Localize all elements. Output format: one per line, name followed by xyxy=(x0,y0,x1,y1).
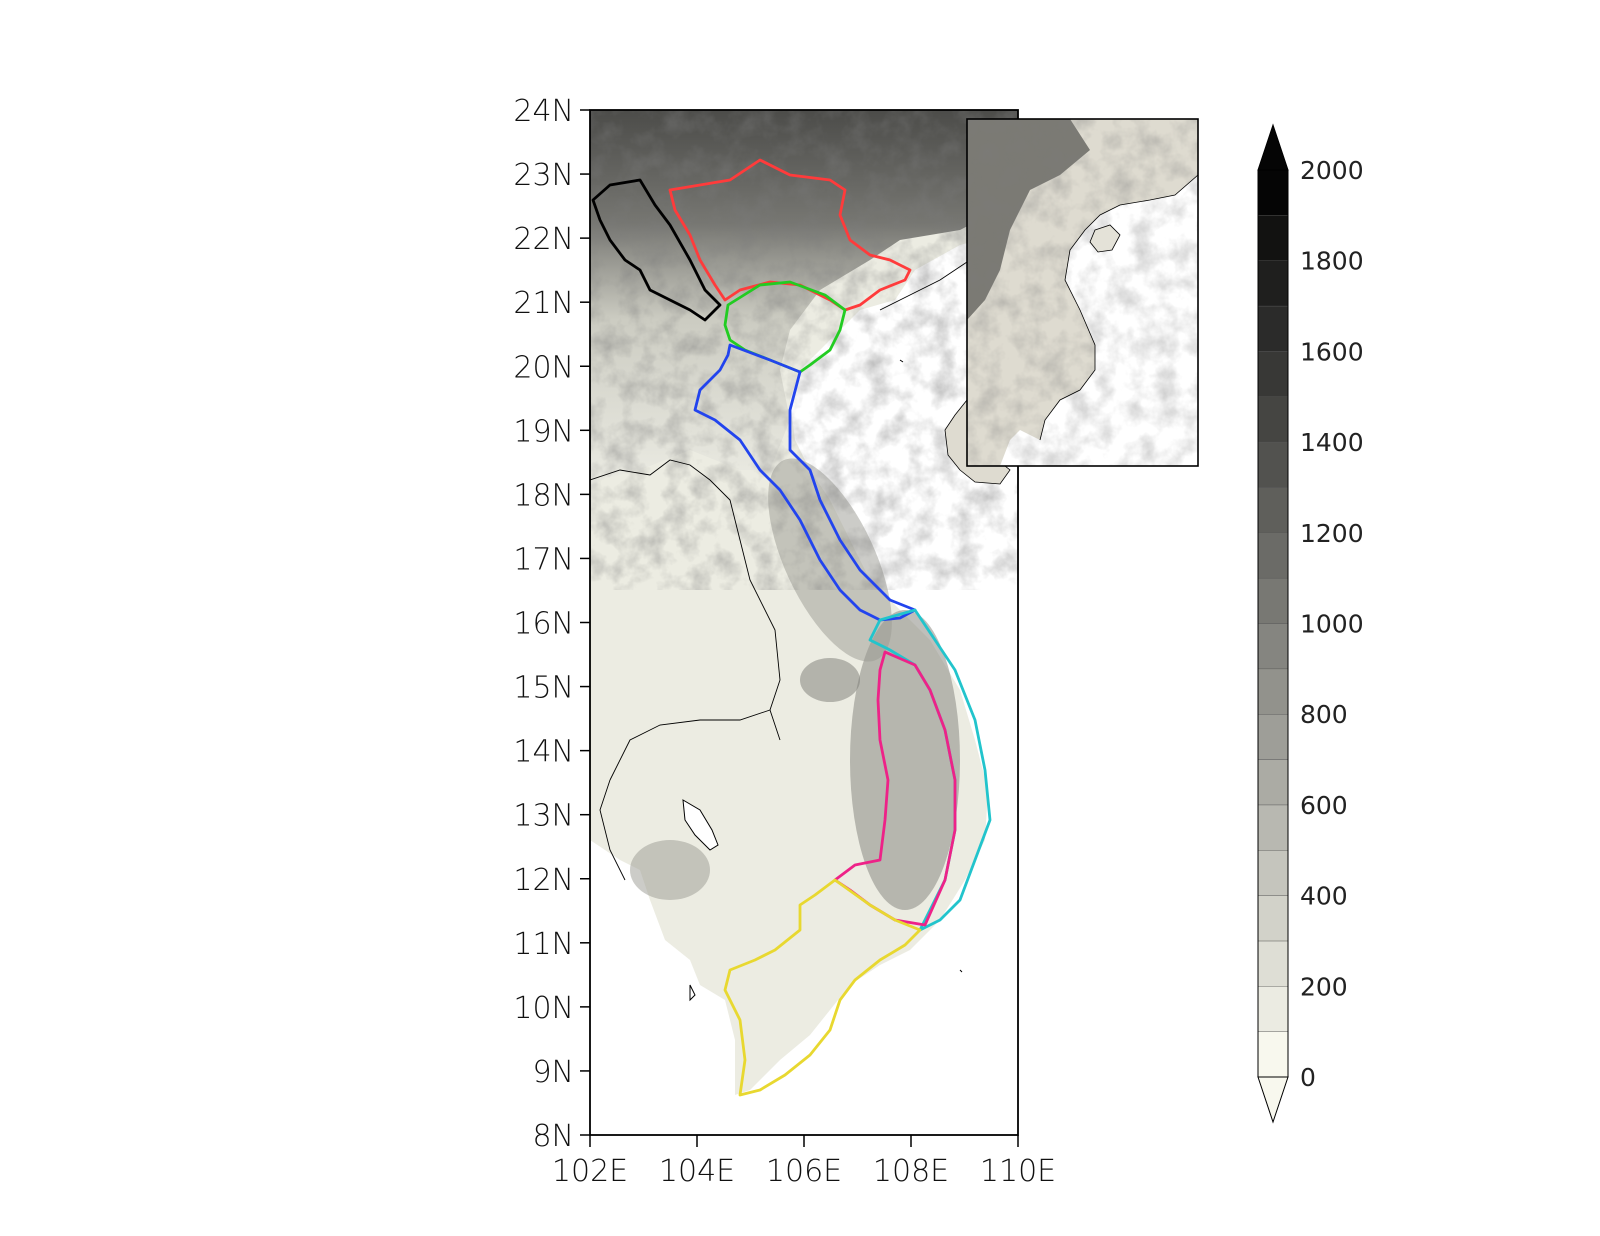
tonle-sap-lake xyxy=(682,799,719,851)
longitude-axis: 102E 104E 106E 108E 110E xyxy=(552,1135,1056,1189)
bolaven-plateau xyxy=(800,658,860,702)
colorbar-max-arrow xyxy=(1257,123,1289,171)
colorbar-frame xyxy=(1257,169,1289,1078)
main-map xyxy=(590,110,1018,1135)
inset-map xyxy=(944,118,1199,485)
region-northeast xyxy=(668,158,912,312)
colorbar-segment xyxy=(1257,623,1289,670)
lat-tick-label: 13N xyxy=(513,799,574,834)
colorbar-segment xyxy=(1257,1031,1289,1078)
lat-tick-label: 18N xyxy=(513,478,574,513)
colorbar-label: 400 xyxy=(1300,882,1348,911)
colorbar-segment xyxy=(1257,396,1289,443)
colorbar-segment xyxy=(1257,305,1289,352)
colorbar-segment xyxy=(1257,351,1289,397)
lat-tick-label: 8N xyxy=(532,1119,574,1154)
region-north-central xyxy=(693,343,917,622)
colorbar-segment xyxy=(1257,169,1289,216)
colorbar-label: 1400 xyxy=(1300,428,1364,457)
lat-tick-label: 21N xyxy=(513,286,574,321)
coast-islands xyxy=(689,359,963,1002)
colorbar-label: 800 xyxy=(1300,700,1348,729)
lat-tick-label: 17N xyxy=(513,542,574,577)
colorbar-label: 0 xyxy=(1300,1063,1316,1092)
lat-tick-label: 9N xyxy=(532,1055,574,1090)
region-south xyxy=(723,878,922,1097)
terrain-texture xyxy=(590,110,1018,590)
lat-tick-label: 22N xyxy=(513,222,574,257)
lat-tick-label: 12N xyxy=(513,863,574,898)
latitude-axis: 24N 23N 22N 21N 20N 19N 18N 17N 16N 15N 14N 13N 12N 1… xyxy=(513,94,590,1154)
lon-tick-label: 108E xyxy=(873,1154,949,1189)
cambodia-hills xyxy=(630,840,710,900)
colorbar-segment xyxy=(1257,532,1289,579)
colorbar-label: 2000 xyxy=(1300,156,1364,185)
inset-texture xyxy=(967,119,1198,466)
lat-tick-label: 20N xyxy=(513,350,574,385)
colorbar-segment xyxy=(1257,986,1289,1032)
colorbar-segment xyxy=(1257,940,1289,987)
region-northwest xyxy=(591,178,722,322)
lat-tick-label: 24N xyxy=(513,94,574,129)
colorbar-segment xyxy=(1257,487,1289,534)
colorbar-label: 1200 xyxy=(1300,519,1364,548)
lat-tick-label: 23N xyxy=(513,158,574,193)
colorbar-min-arrow xyxy=(1257,1076,1289,1124)
region-red-river-delta xyxy=(723,280,847,374)
lon-tick-label: 106E xyxy=(766,1154,842,1189)
lon-tick-label: 110E xyxy=(980,1154,1056,1189)
region-outlines xyxy=(591,158,992,1097)
lat-tick-label: 15N xyxy=(513,671,574,706)
colorbar-segment xyxy=(1257,895,1289,942)
lat-tick-label: 19N xyxy=(513,414,574,449)
inset-map-frame xyxy=(966,118,1199,467)
colorbar-segment xyxy=(1257,668,1289,715)
lon-tick-label: 102E xyxy=(552,1154,628,1189)
lat-tick-label: 11N xyxy=(513,927,574,962)
country-borders xyxy=(590,244,1001,881)
inset-coast xyxy=(1039,174,1198,441)
colorbar-segment xyxy=(1257,850,1289,896)
colorbar-segment xyxy=(1257,260,1289,307)
lat-tick-label: 16N xyxy=(513,607,574,642)
lon-tick-label: 104E xyxy=(659,1154,735,1189)
colorbar-segment xyxy=(1257,714,1289,760)
colorbar-segment xyxy=(1257,441,1289,488)
colorbar-label: 1000 xyxy=(1300,610,1364,639)
colorbar-segment xyxy=(1257,759,1289,806)
colorbar-segment xyxy=(1257,577,1289,624)
colorbar-label: 200 xyxy=(1300,972,1348,1001)
inset-hainan xyxy=(1089,224,1121,253)
colorbar-label: 1600 xyxy=(1300,337,1364,366)
colorbar-segment xyxy=(1257,215,1289,261)
colorbar-label: 600 xyxy=(1300,791,1348,820)
central-highlands-shade xyxy=(850,610,960,910)
colorbar-segment xyxy=(1257,804,1289,851)
lat-tick-label: 10N xyxy=(513,991,574,1026)
colorbar-label: 1800 xyxy=(1300,247,1364,276)
lat-tick-label: 14N xyxy=(513,735,574,770)
